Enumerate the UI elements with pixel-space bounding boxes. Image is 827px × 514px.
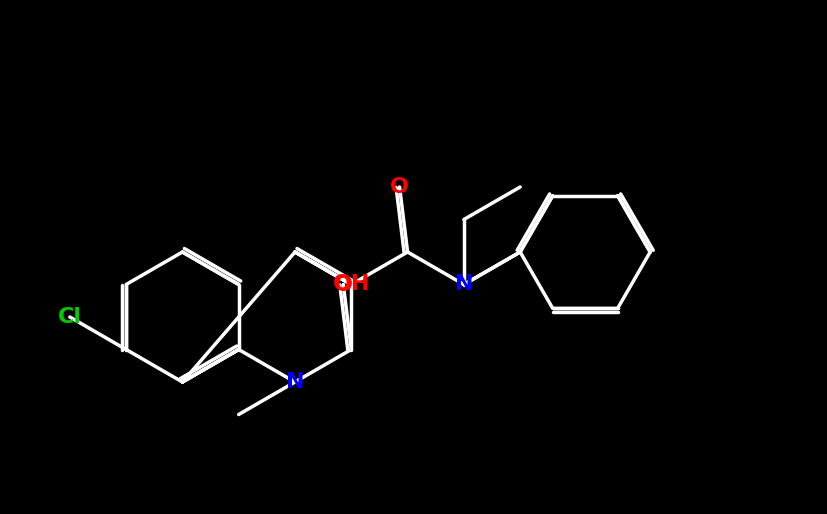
Text: O: O (334, 274, 353, 295)
Text: N: N (286, 372, 304, 392)
Text: OH: OH (332, 274, 370, 295)
Text: O: O (390, 177, 409, 197)
Text: Cl: Cl (58, 307, 82, 327)
Text: N: N (455, 274, 473, 295)
